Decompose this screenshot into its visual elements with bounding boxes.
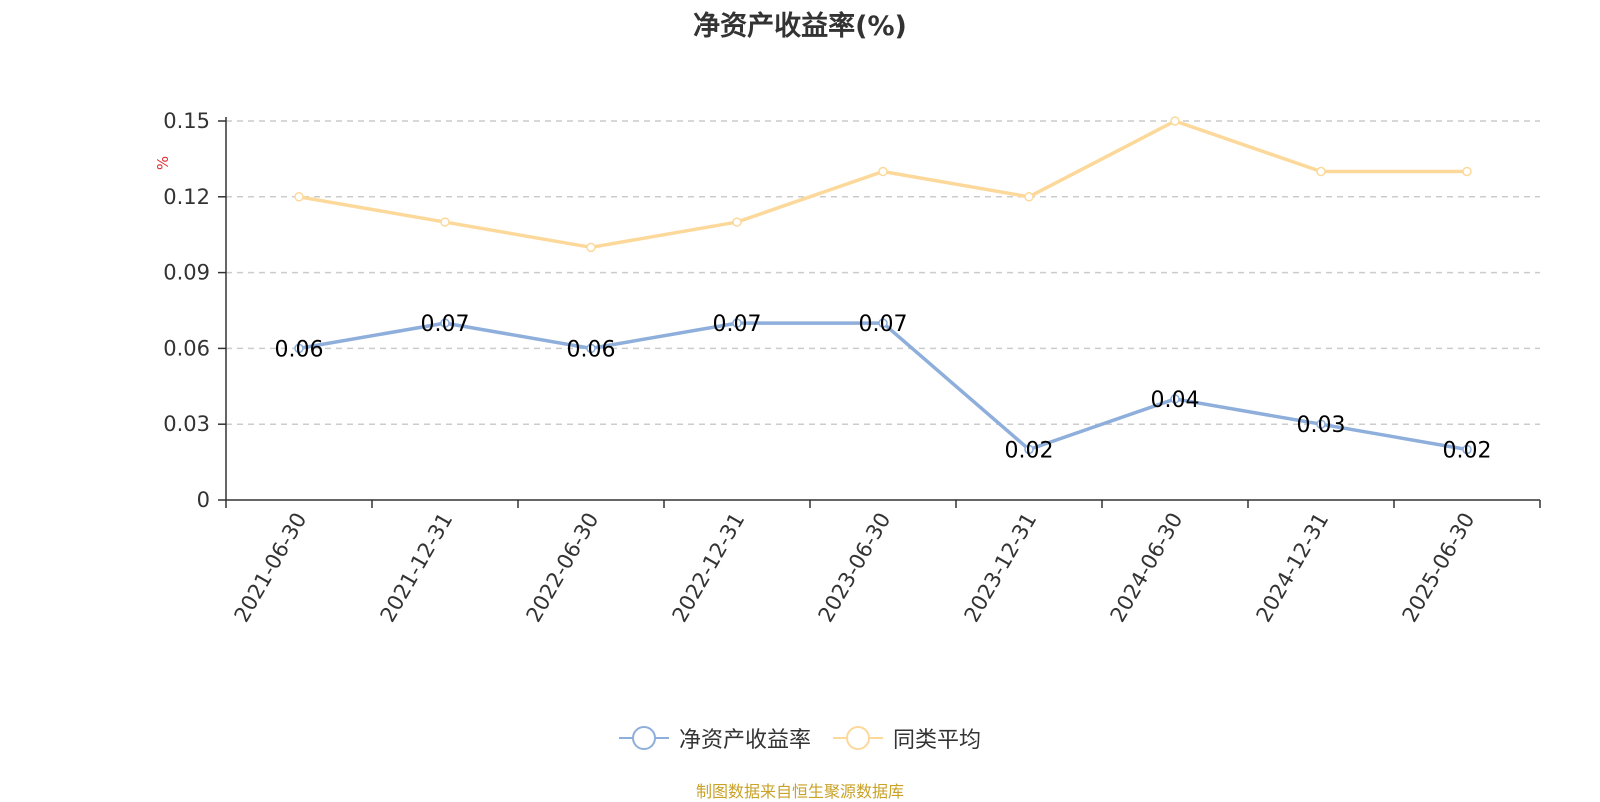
data-label: 0.07 <box>421 312 470 337</box>
legend-label-roe: 净资产收益率 <box>678 728 811 753</box>
x-tick-label: 2023-12-31 <box>960 509 1042 627</box>
data-point <box>440 318 450 328</box>
axes: 0 0.03 0.06 0.09 0.12 0.15 2021-06-30 2021-12-3… <box>163 109 1541 627</box>
data-point <box>732 217 742 227</box>
data-point <box>1462 444 1472 455</box>
series-line <box>298 119 1467 250</box>
data-point <box>1024 192 1034 202</box>
data-point <box>294 343 304 354</box>
data-point <box>294 192 304 202</box>
data-source-note: 制图数据来自恒生聚源数据库 <box>695 782 904 801</box>
legend-item-average[interactable]: 同类平均 <box>833 722 981 754</box>
legend: 净资产收益率 同类平均 <box>0 722 1600 754</box>
data-label: 0.04 <box>1151 388 1200 413</box>
y-tick-label: 0 <box>197 488 210 512</box>
series-group <box>294 116 1472 455</box>
y-tick-label: 0.09 <box>163 261 210 285</box>
x-tick-label: 2024-12-31 <box>1252 509 1334 627</box>
data-label: 0.03 <box>1297 413 1346 438</box>
data-point <box>586 242 596 253</box>
legend-marker-average <box>833 725 883 751</box>
x-tick-label: 2025-06-30 <box>1398 509 1480 627</box>
data-point <box>1170 394 1180 404</box>
data-label: 0.06 <box>567 337 616 362</box>
y-tick-label: 0.15 <box>163 109 210 133</box>
grid-lines <box>226 120 1540 425</box>
x-tick-label: 2022-06-30 <box>522 509 604 627</box>
x-tick-label: 2024-06-30 <box>1106 509 1188 627</box>
data-point <box>1316 166 1326 177</box>
y-tick-label: 0.06 <box>163 336 210 360</box>
data-label: 0.02 <box>1005 438 1054 463</box>
data-labels: 0.06 0.07 0.06 0.07 0.07 0.02 0.04 0.03 0.02 <box>275 312 1492 463</box>
data-point <box>878 318 888 328</box>
data-point <box>1462 166 1472 177</box>
data-label: 0.07 <box>859 312 908 337</box>
y-tick-label: 0.03 <box>163 412 210 436</box>
x-tick-label: 2021-12-31 <box>376 509 458 627</box>
y-tick-label: 0.12 <box>163 185 210 209</box>
data-label: 0.06 <box>275 337 324 362</box>
x-tick-label: 2022-12-31 <box>668 509 750 627</box>
data-point <box>1316 419 1326 429</box>
data-label: 0.07 <box>713 312 762 337</box>
legend-label-average: 同类平均 <box>893 728 982 753</box>
x-tick-label: 2021-06-30 <box>230 509 312 627</box>
data-point <box>878 166 888 177</box>
data-point <box>1170 116 1180 126</box>
data-point <box>586 343 596 354</box>
data-point <box>732 318 742 328</box>
series-line <box>298 321 1468 452</box>
data-point <box>1024 444 1034 455</box>
data-label: 0.02 <box>1443 438 1492 463</box>
y-axis-label: % <box>154 156 172 170</box>
x-tick-label: 2023-06-30 <box>814 509 896 627</box>
legend-item-roe[interactable]: 净资产收益率 <box>618 722 811 754</box>
legend-marker-roe <box>618 725 669 751</box>
chart-title: 净资产收益率(%) <box>693 11 907 42</box>
data-point <box>440 217 450 227</box>
